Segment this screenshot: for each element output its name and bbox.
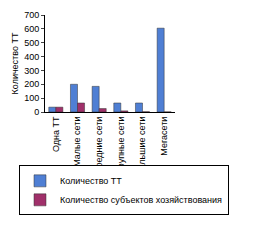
svg-text:Крупные сети: Крупные сети	[116, 117, 126, 174]
svg-text:200: 200	[24, 79, 39, 89]
svg-text:500: 500	[24, 38, 39, 48]
svg-text:Большие сети: Большие сети	[137, 116, 148, 176]
svg-text:0: 0	[34, 107, 39, 117]
svg-text:Одна ТТ: Одна ТТ	[51, 116, 61, 152]
svg-text:Малые сети: Малые сети	[72, 117, 82, 167]
svg-text:Количество ТТ: Количество ТТ	[60, 176, 122, 186]
svg-text:600: 600	[24, 24, 39, 34]
svg-text:Количество ТТ: Количество ТТ	[10, 32, 20, 94]
svg-text:300: 300	[24, 66, 39, 76]
svg-text:Количество субъектов хозяйство: Количество субъектов хозяйствования	[60, 195, 222, 205]
svg-text:Мегасети: Мегасети	[159, 117, 169, 156]
svg-text:400: 400	[24, 52, 39, 62]
svg-text:700: 700	[24, 10, 39, 20]
svg-text:100: 100	[24, 93, 39, 103]
svg-text:Средние сети: Средние сети	[94, 116, 105, 174]
